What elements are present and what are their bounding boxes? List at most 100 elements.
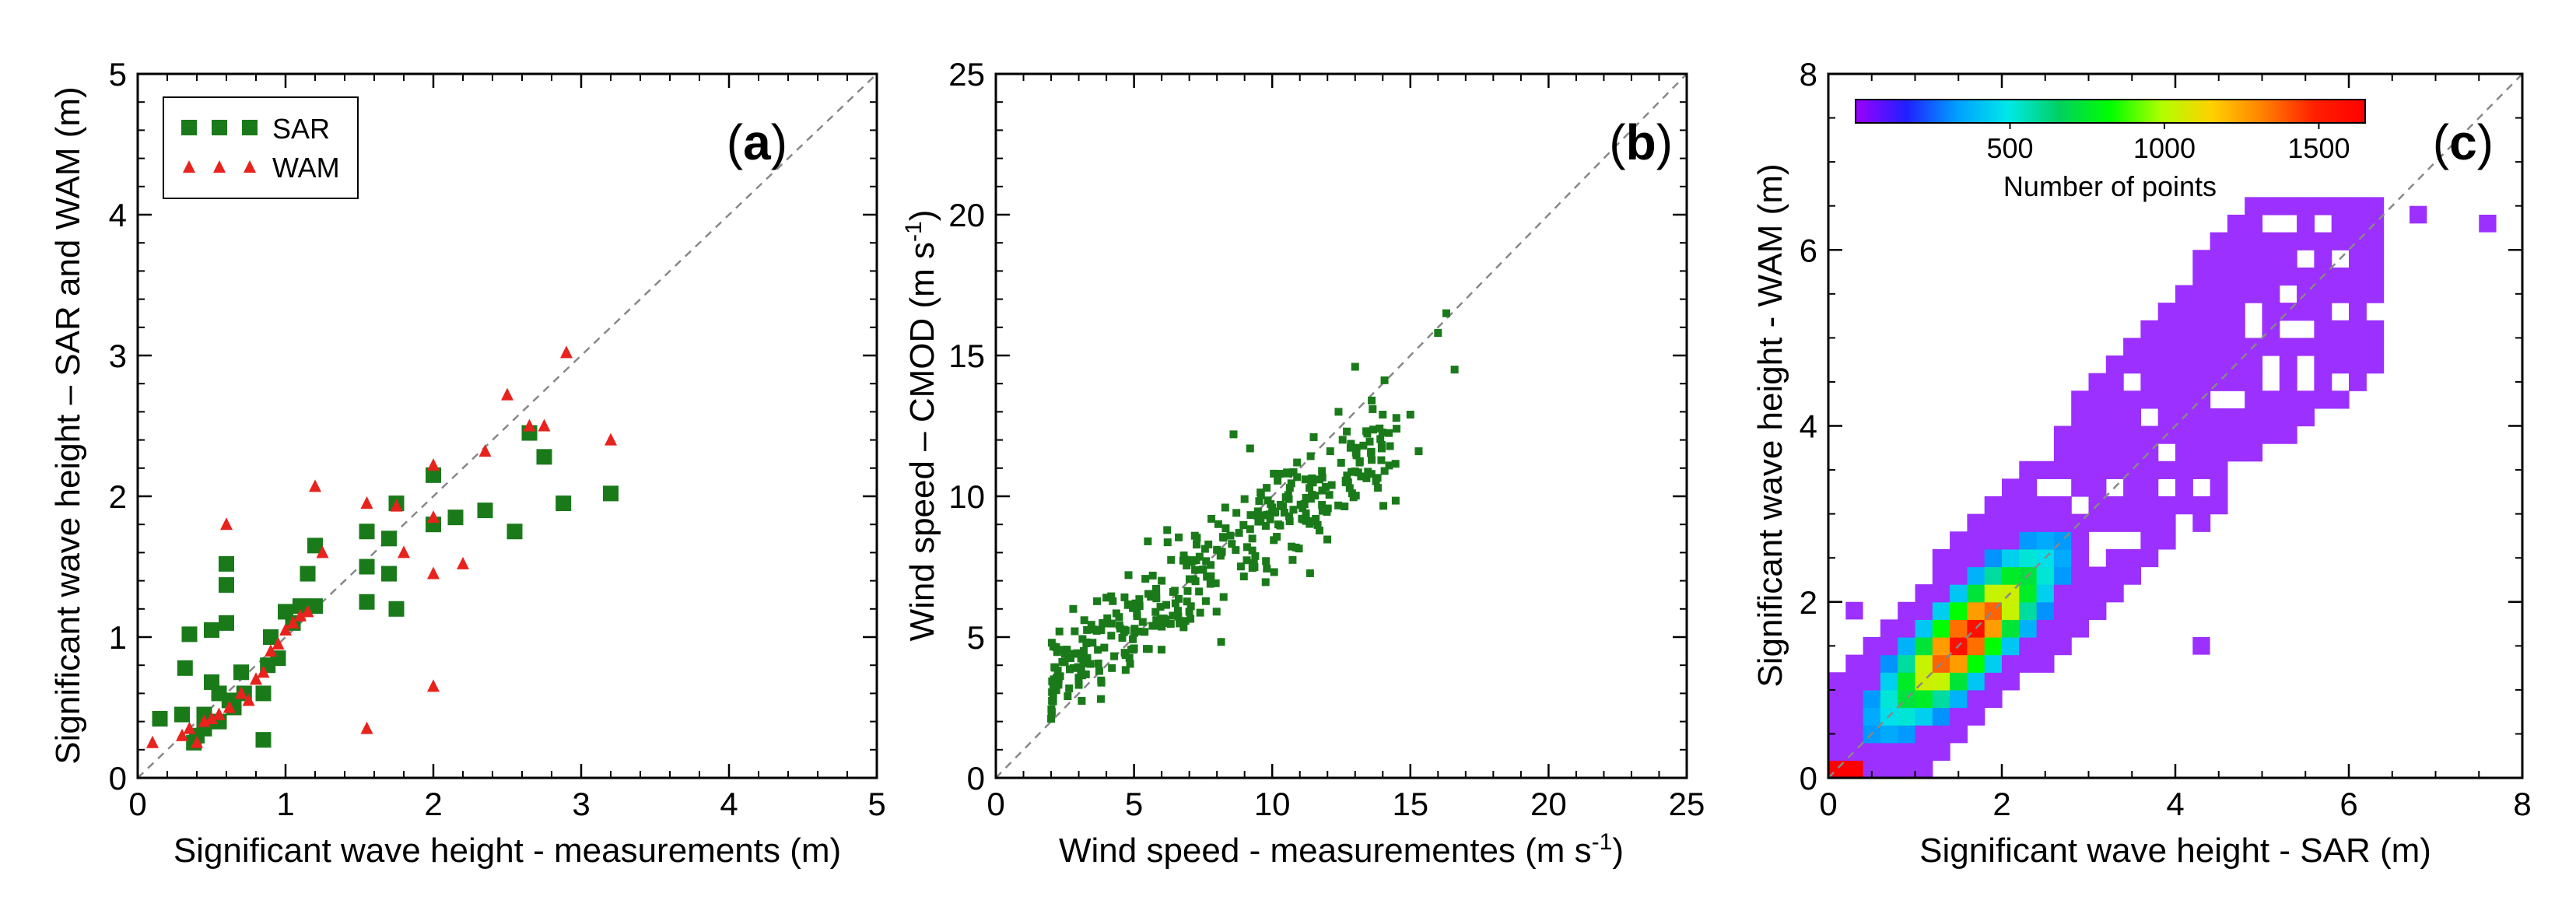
heatmap-cell (2071, 619, 2090, 638)
sar-point (359, 524, 375, 540)
heatmap-cell (2123, 408, 2141, 427)
wind-point (1262, 557, 1270, 566)
wind-point (1079, 657, 1088, 665)
wind-point (1207, 514, 1216, 523)
heatmap-cell (1984, 672, 2003, 691)
heatmap-cell (2227, 303, 2245, 321)
wind-point (1195, 587, 1204, 596)
wam-point (205, 711, 218, 724)
wind-point (1318, 486, 1327, 495)
panel-a-label: (a) (727, 114, 787, 170)
heatmap-cell (1880, 725, 1898, 744)
heatmap-cell (2262, 303, 2280, 321)
wind-point (1385, 429, 1393, 437)
wind-point (1211, 579, 1220, 587)
wind-point (1162, 601, 1171, 609)
wind-point (1248, 534, 1256, 543)
heatmap-cell (1967, 548, 1985, 568)
heatmap-cell (2105, 461, 2124, 479)
heatmap-cell (1880, 689, 1898, 709)
heatmap-cell (2349, 303, 2367, 321)
heatmap-cell (2192, 250, 2211, 268)
heatmap-cell (1845, 760, 1864, 779)
heatmap-cell (2297, 232, 2315, 250)
wind-point (1352, 443, 1361, 452)
wind-point (1369, 404, 1377, 413)
wind-point (1351, 448, 1360, 457)
heatmap-cell (2123, 390, 2141, 409)
heatmap-cell (2279, 250, 2297, 268)
wind-point (1183, 561, 1191, 569)
heatmap-cell (2210, 355, 2228, 374)
wind-point (1174, 612, 1183, 621)
heatmap-cell (2262, 390, 2280, 409)
legend-sar-label: SAR (272, 113, 330, 145)
heatmap-cell (2105, 408, 2124, 427)
heatmap-cell (1950, 672, 1968, 691)
sar-point (219, 615, 234, 631)
panel-b-x-tick-label: 20 (1530, 786, 1567, 822)
heatmap-cell (2071, 425, 2090, 444)
heatmap-cell (2123, 443, 2141, 462)
wind-point (1386, 442, 1394, 450)
wind-point (1095, 667, 1103, 675)
heatmap-cell (2036, 637, 2055, 656)
heatmap-cell (2036, 461, 2055, 479)
heatmap-cell (2157, 408, 2176, 427)
panel-b-y-axis-label: Wind speed – CMOD (m s-1) (901, 210, 941, 642)
wind-point (1083, 625, 1092, 634)
heatmap-cell (2002, 566, 2020, 585)
panel-a-x-tick-label: 0 (128, 786, 146, 822)
heatmap-cell (2002, 654, 2020, 673)
heatmap-cell (1950, 584, 1968, 603)
heatmap-cell (2175, 303, 2193, 321)
heatmap-cell (2071, 584, 2090, 603)
sar-point (174, 706, 190, 723)
heatmap-cell (2227, 250, 2245, 268)
heatmap-cell (2331, 320, 2350, 338)
heatmap-cell (2227, 443, 2245, 462)
heatmap-cell (2227, 232, 2245, 250)
wind-point (1289, 506, 1298, 514)
heatmap-cell (1915, 707, 1933, 726)
heatmap-cell (2210, 320, 2228, 338)
sar-point (307, 538, 323, 554)
wind-point (1079, 646, 1088, 655)
wind-point (1434, 329, 1442, 338)
wind-point (1334, 408, 1343, 416)
panel-b-x-tick-label: 5 (1125, 786, 1143, 822)
heatmap-cell (1984, 584, 2003, 603)
wind-point (1201, 597, 1210, 605)
wind-point (1240, 495, 1249, 503)
heatmap-cell (1898, 637, 1916, 656)
wind-point (1229, 430, 1238, 439)
wind-point (1069, 604, 1078, 613)
wind-point (1144, 537, 1152, 545)
wind-point (1345, 484, 1354, 492)
heatmap-cell (2262, 338, 2280, 356)
heatmap-cell (2088, 566, 2107, 585)
heatmap-cell (1915, 601, 1933, 620)
heatmap-cell (2331, 355, 2350, 374)
wind-point (1276, 521, 1284, 530)
wind-point (1093, 597, 1102, 605)
heatmap-cell (2123, 478, 2141, 497)
heatmap-cell (2140, 338, 2159, 356)
heatmap-cell (2366, 285, 2385, 303)
wind-point (1169, 611, 1177, 620)
heatmap-cell (2262, 197, 2280, 215)
sar-point (255, 685, 272, 702)
heatmap-cell (2105, 425, 2124, 444)
wind-point (1112, 609, 1120, 618)
heatmap-cell (2140, 320, 2159, 338)
wind-point (1374, 484, 1383, 492)
wam-point (212, 707, 226, 720)
heatmap-cell (1984, 689, 2003, 709)
wind-point (1120, 628, 1128, 636)
heatmap-cell (2071, 566, 2090, 585)
heatmap-cell (2366, 232, 2385, 250)
heatmap-cell (2019, 584, 2038, 603)
heatmap-cell (2192, 513, 2211, 532)
wind-point (1069, 650, 1078, 658)
wind-point (1302, 494, 1310, 503)
